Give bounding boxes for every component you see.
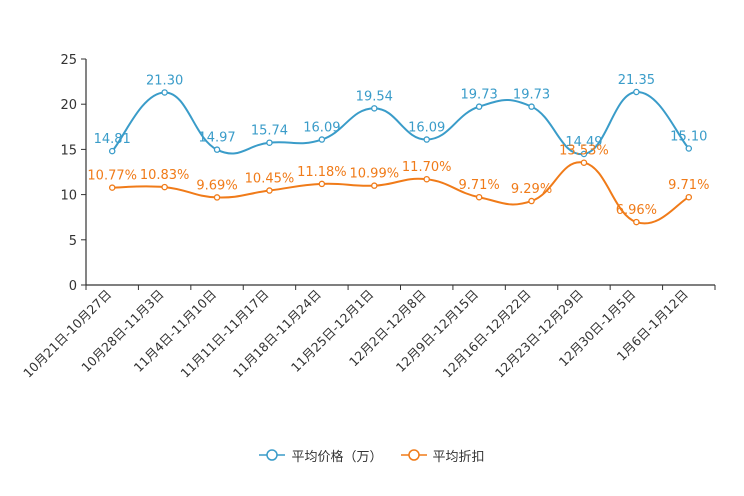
data-point <box>108 184 116 191</box>
data-point <box>580 150 588 158</box>
y-tick-label: 15 <box>60 143 77 158</box>
legend-line-circle-icon <box>400 449 427 461</box>
series-lines <box>108 88 693 226</box>
data-label: 11.70% <box>402 160 452 175</box>
legend-line-circle-icon <box>259 449 286 461</box>
data-point <box>528 197 535 205</box>
data-label: 9.71% <box>668 178 709 193</box>
data-label: 19.54 <box>356 89 393 104</box>
data-point <box>371 105 378 112</box>
legend-item-discount[interactable]: 平均折扣 <box>400 446 485 465</box>
data-label: 6.96% <box>616 203 657 218</box>
data-label: 19.73 <box>513 88 550 103</box>
data-labels: 14.81 21.30 14.97 15.74 16.09 19.54 16.09 19.73… <box>87 73 709 218</box>
data-point <box>108 147 116 155</box>
x-tick-label: 12月23日-12月29日 <box>492 287 586 381</box>
data-label: 16.09 <box>408 121 445 136</box>
data-label: 15.74 <box>251 124 288 139</box>
data-point <box>423 136 430 143</box>
data-label: 10.45% <box>245 172 295 187</box>
x-tick-label: 10月21日-10月27日 <box>20 287 114 381</box>
data-label: 9.69% <box>196 178 237 193</box>
data-point <box>318 136 326 143</box>
y-tick-label: 10 <box>60 189 77 204</box>
data-label: 14.97 <box>198 131 235 146</box>
data-point <box>475 193 483 201</box>
data-point <box>685 193 693 201</box>
y-tick-label: 20 <box>60 98 77 113</box>
data-point <box>528 103 535 110</box>
data-point <box>213 146 221 153</box>
data-point <box>685 145 693 152</box>
data-label: 9.29% <box>511 182 552 197</box>
y-tick-label: 0 <box>69 279 77 294</box>
y-tick-label: 5 <box>69 234 77 249</box>
data-label: 10.83% <box>140 168 190 183</box>
data-point <box>633 88 640 96</box>
x-tick-label: 11月11日-11月17日 <box>177 287 271 381</box>
legend-label-discount: 平均折扣 <box>432 449 485 465</box>
data-point <box>633 218 640 226</box>
data-label: 11.18% <box>297 165 347 180</box>
data-label: 21.35 <box>618 73 655 88</box>
data-label: 21.30 <box>146 73 183 88</box>
data-label: 14.49 <box>565 135 602 150</box>
data-label: 10.99% <box>350 167 400 182</box>
data-label: 16.09 <box>303 121 340 136</box>
data-point <box>213 194 221 201</box>
data-point <box>266 139 273 146</box>
data-label: 19.73 <box>461 88 498 103</box>
data-label: 10.77% <box>87 169 137 184</box>
data-point <box>266 187 273 194</box>
data-point <box>318 180 326 188</box>
x-tick-label: 11月18日-11月24日 <box>230 287 324 381</box>
y-tick-label: 25 <box>60 53 77 68</box>
legend: 平均价格（万） 平均折扣 <box>0 444 744 466</box>
data-point <box>371 182 378 189</box>
line-chart: 051015202510月21日-10月27日10月28日-11月3日11月4日… <box>20 53 716 381</box>
data-label: 9.71% <box>458 178 499 193</box>
series-line-0 <box>111 90 690 156</box>
data-point <box>580 159 588 166</box>
data-label: 13.53% <box>559 144 609 159</box>
data-point <box>475 103 483 110</box>
data-point <box>161 89 168 96</box>
legend-item-price[interactable]: 平均价格（万） <box>259 446 383 465</box>
x-tick-label: 12月16日-12月22日 <box>440 287 534 381</box>
data-point <box>423 175 430 183</box>
data-point <box>161 183 168 191</box>
data-label: 15.10 <box>670 129 707 144</box>
data-label: 14.81 <box>94 132 131 147</box>
legend-label-price: 平均价格（万） <box>291 449 383 465</box>
